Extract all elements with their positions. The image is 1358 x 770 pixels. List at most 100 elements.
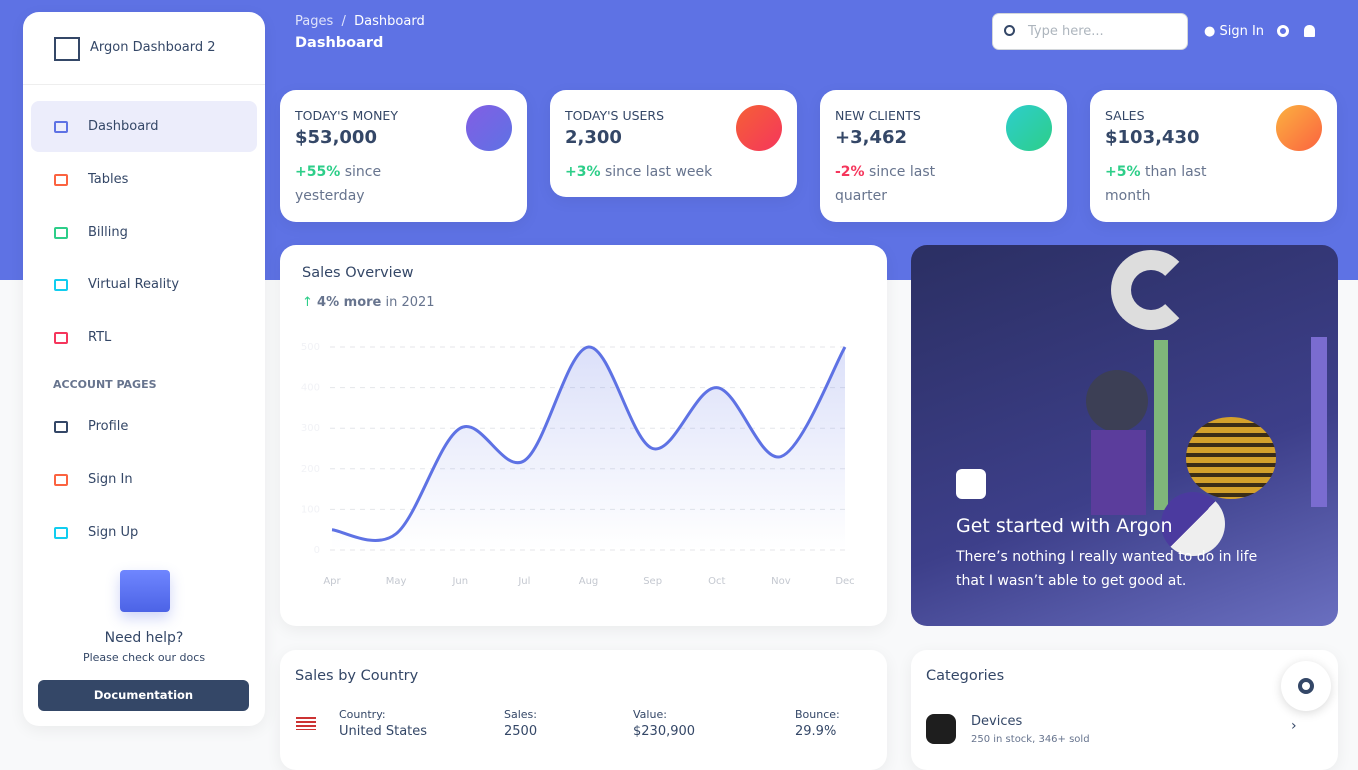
chart-card: Sales Overview ↑ 4% more in 2021 0 100 200…: [280, 245, 887, 626]
breadcrumb: Pages / Dashboard: [295, 14, 425, 29]
brand: Argon Dashboard 2: [90, 40, 216, 55]
nav-icon: [54, 278, 68, 291]
x-tick-label: Apr: [323, 576, 341, 587]
crumb[interactable]: Pages: [295, 14, 334, 29]
chevron[interactable]: ›: [1291, 718, 1297, 734]
category-name: Devices: [971, 714, 1023, 729]
crumb: Dashboard: [354, 14, 425, 29]
decor: [1186, 417, 1276, 499]
brand-logo: [54, 37, 80, 61]
settings-fab[interactable]: [1281, 661, 1331, 711]
chart-subtitle: ↑ 4% more in 2021: [302, 295, 435, 310]
y-tick-label: 0: [314, 545, 320, 556]
stat-value: $103,430: [1105, 127, 1200, 148]
help-title: Need help?: [104, 630, 184, 646]
nav-item[interactable]: Sign Up: [31, 507, 257, 558]
nav-label: RTL: [88, 330, 112, 345]
stat-icon: [736, 105, 782, 151]
nav-item[interactable]: Dashboard: [31, 101, 257, 152]
nav-icon: [54, 526, 68, 539]
stat-icon: [466, 105, 512, 151]
stat-label: TODAY'S MONEY: [295, 108, 398, 123]
stat-value: 2,300: [565, 127, 622, 148]
change-value: +5%: [1105, 164, 1141, 180]
stat-card: NEW CLIENTS +3,462 -2% since last quarter: [820, 90, 1067, 222]
search[interactable]: Type here...: [992, 13, 1188, 50]
category-detail: 250 in stock, 346+ sold: [971, 734, 1090, 745]
search-placeholder: Type here...: [1028, 24, 1104, 39]
stat-change: +55% since yesterday: [295, 160, 425, 208]
sign-in-label: Sign In: [1219, 24, 1265, 39]
nav-item[interactable]: Profile: [31, 401, 257, 452]
card-title: Sales by Country: [295, 668, 419, 684]
nav-icon: [54, 473, 68, 486]
nav-item[interactable]: Virtual Reality: [31, 259, 257, 310]
nav-label: Profile: [88, 419, 129, 434]
stat-card: SALES $103,430 +5% than last month: [1090, 90, 1337, 222]
chart: 0 100 200 300 400 500 Apr May Jun Jul Aug Sep Oct Nov…: [301, 342, 855, 587]
nav-item[interactable]: Sign In: [31, 454, 257, 505]
y-tick-label: 100: [301, 504, 320, 515]
nav-label: Tables: [88, 172, 129, 187]
stat-label: NEW CLIENTS: [835, 108, 921, 123]
change-text: since yesterday: [295, 164, 382, 204]
change-text: than last month: [1105, 164, 1207, 204]
fab-icon: [1298, 678, 1314, 694]
stat-change: +3% since last week: [565, 160, 765, 184]
line-area: [332, 346, 845, 550]
stat-label: TODAY'S USERS: [565, 108, 665, 123]
sign-in[interactable]: ● Sign In: [1204, 24, 1265, 39]
divider: [23, 84, 265, 85]
x-tick-label: May: [386, 576, 407, 587]
cell: United States: [339, 724, 428, 739]
promo-icon: [956, 469, 986, 499]
nav-icon: [54, 173, 68, 186]
decor: [1091, 430, 1146, 515]
help-illustration: [120, 570, 170, 612]
column-header: Sales:: [504, 708, 537, 721]
cell: 2500: [504, 724, 538, 739]
change-text: since last quarter: [835, 164, 936, 204]
card-title: Categories: [926, 668, 1005, 684]
nav-item[interactable]: Billing: [31, 207, 257, 258]
column-header: Bounce:: [795, 708, 840, 721]
promo-text: There’s nothing I really wanted to do in…: [956, 549, 1258, 589]
change-text: since last week: [604, 164, 713, 180]
y-tick-label: 400: [301, 383, 320, 394]
decor: [1311, 337, 1327, 507]
country-card: Sales by Country Country: United States Sa…: [280, 650, 887, 770]
settings-icon[interactable]: [1277, 25, 1289, 37]
x-tick-label: Jun: [451, 576, 468, 587]
y-tick-label: 300: [301, 423, 320, 434]
cell: $230,900: [633, 724, 696, 739]
section-label: ACCOUNT PAGES: [53, 378, 157, 391]
x-tick-label: Aug: [579, 576, 599, 587]
nav-label: Sign Up: [88, 525, 139, 540]
page-title: Dashboard: [295, 35, 384, 51]
nav-item[interactable]: RTL: [31, 312, 257, 363]
y-tick-label: 500: [301, 342, 320, 353]
nav-icon: [54, 420, 68, 433]
stat-icon: [1006, 105, 1052, 151]
doc-button[interactable]: Documentation: [38, 680, 249, 711]
bell-icon[interactable]: [1304, 25, 1315, 37]
help-text: Please check our docs: [82, 651, 206, 664]
stat-change: +5% than last month: [1105, 160, 1235, 208]
page: Argon Dashboard 2 Pages / Dashboard Dash…: [0, 0, 1358, 745]
nav-label: Virtual Reality: [88, 277, 180, 292]
x-tick-label: Jul: [517, 576, 530, 587]
nav-item[interactable]: Tables: [31, 154, 257, 205]
nav-icon: [54, 331, 68, 344]
column-header: Value:: [633, 708, 667, 721]
change-value: +55%: [295, 164, 341, 180]
nav-label: Dashboard: [88, 119, 159, 134]
y-tick-label: 200: [301, 464, 320, 475]
change-value: -2%: [835, 164, 865, 180]
stat-icon: [1276, 105, 1322, 151]
nav-label: Sign In: [88, 472, 133, 487]
chart-title: Sales Overview: [302, 265, 414, 281]
categories-card: Categories Devices 250 in stock, 346+ so…: [911, 650, 1338, 770]
column-header: Country:: [339, 708, 386, 721]
stat-change: -2% since last quarter: [835, 160, 965, 208]
decor: [1161, 492, 1225, 556]
